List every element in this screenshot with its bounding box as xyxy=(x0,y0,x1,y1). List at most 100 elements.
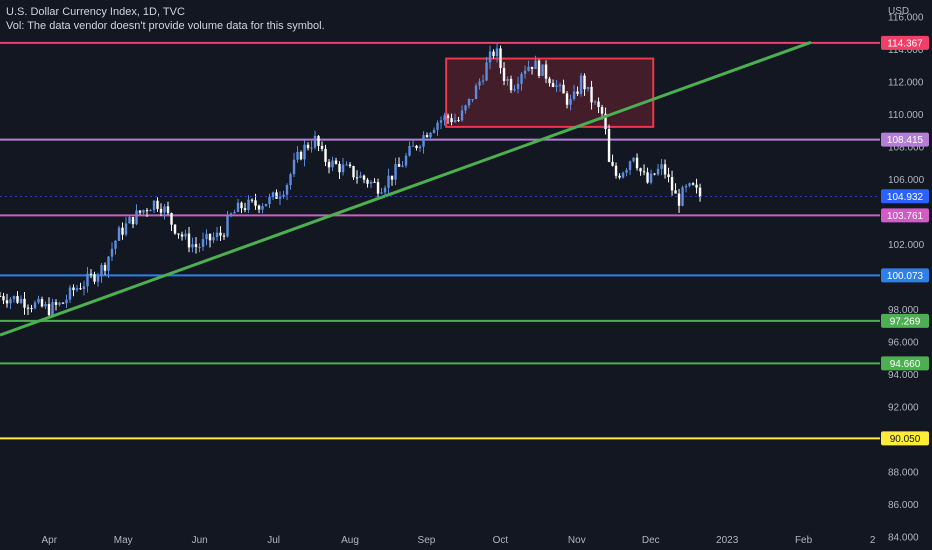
candle-body xyxy=(499,48,502,68)
candle-body xyxy=(530,66,534,69)
price-tick-label: 114.000 xyxy=(888,45,924,56)
candle-body xyxy=(523,70,527,74)
candle-body xyxy=(695,184,698,188)
candle-body xyxy=(460,110,464,121)
candle-body xyxy=(415,145,418,149)
candle-body xyxy=(33,302,37,309)
candle-body xyxy=(411,145,415,147)
time-axis[interactable]: Apr May Jun Jul Aug Sep Oct Nov Dec 2023 Feb 2 xyxy=(42,535,876,546)
price-tag xyxy=(881,268,929,283)
time-tick-label: Jun xyxy=(192,535,208,546)
trendline xyxy=(0,40,812,337)
candle-body xyxy=(513,88,516,91)
candle-body xyxy=(586,86,590,90)
candle-body xyxy=(614,165,618,176)
price-tick-label: 102.000 xyxy=(888,240,925,251)
candle-body xyxy=(593,101,597,103)
candle-body xyxy=(219,232,222,236)
candle-body xyxy=(334,160,338,164)
candle-body xyxy=(698,187,702,197)
candle-body xyxy=(677,193,681,206)
candle-body xyxy=(72,287,75,291)
candle-body xyxy=(653,173,656,175)
candle-body xyxy=(674,190,677,194)
candle-body xyxy=(243,208,247,211)
candle-body xyxy=(96,275,100,282)
candle-body xyxy=(488,51,492,63)
candle-body xyxy=(282,194,285,197)
price-tick-label: 110.000 xyxy=(888,110,924,121)
candle-body xyxy=(310,147,313,149)
price-tick-label: 86.000 xyxy=(888,500,919,511)
candle-body xyxy=(649,173,653,183)
candle-body xyxy=(54,302,58,305)
trendline-group xyxy=(0,40,812,337)
candle-body xyxy=(65,299,68,304)
candle-body xyxy=(495,48,499,57)
candle-body xyxy=(485,62,488,81)
candle-body xyxy=(383,187,387,193)
candle-body xyxy=(86,273,89,287)
candle-body xyxy=(471,98,474,100)
candle-body xyxy=(548,78,551,84)
range-box xyxy=(445,57,655,128)
price-tick-label: 88.000 xyxy=(888,468,919,479)
candle-body xyxy=(236,202,240,212)
candle-body xyxy=(79,288,82,290)
candle-body xyxy=(583,75,586,90)
candle-body xyxy=(565,93,569,105)
range-box-rect xyxy=(445,57,655,128)
candle-body xyxy=(40,299,44,307)
candle-body xyxy=(149,210,152,212)
symbol-title[interactable]: U.S. Dollar Currency Index, 1D, TVC xyxy=(6,6,185,18)
time-tick-label: Feb xyxy=(795,535,813,546)
price-tag xyxy=(881,431,929,446)
candle-body xyxy=(464,105,467,111)
candle-body xyxy=(376,182,380,194)
price-tag xyxy=(881,132,929,147)
candle-body xyxy=(345,164,348,166)
candle-body xyxy=(607,129,611,162)
candle-body xyxy=(320,145,324,149)
candle-body xyxy=(254,200,257,206)
candle-body xyxy=(187,233,191,248)
candle-body xyxy=(117,227,121,241)
time-tick-label: Jul xyxy=(267,535,280,546)
volume-note: Vol: The data vendor doesn't provide vol… xyxy=(6,20,325,32)
candle-body xyxy=(268,196,271,204)
candle-body xyxy=(19,298,23,303)
candle-body xyxy=(425,135,429,138)
candle-body xyxy=(544,64,548,79)
candle-body xyxy=(366,179,369,184)
candle-body xyxy=(324,148,327,162)
candle-body xyxy=(26,307,30,309)
price-tick-label: 92.000 xyxy=(888,403,919,414)
candle-body xyxy=(541,64,544,76)
candle-body xyxy=(611,161,614,166)
candle-body xyxy=(362,175,366,180)
candle-body xyxy=(184,233,187,237)
candle-body xyxy=(670,177,674,191)
price-tag-label: 114.367 xyxy=(887,38,923,49)
candle-body xyxy=(467,98,471,106)
candle-body xyxy=(604,113,607,130)
time-tick-label: May xyxy=(114,535,133,546)
time-tick-label: Sep xyxy=(418,535,436,546)
candle-body xyxy=(632,157,635,162)
candle-body xyxy=(646,172,649,183)
candle-body xyxy=(299,151,303,160)
candle-body xyxy=(443,115,446,121)
candle-body xyxy=(341,164,345,173)
candle-body xyxy=(44,304,47,307)
price-tag-label: 103.761 xyxy=(887,211,924,222)
candle-body xyxy=(23,298,26,308)
candle-body xyxy=(131,217,135,225)
candle-body xyxy=(271,192,275,197)
candle-body xyxy=(289,174,292,186)
candle-body xyxy=(390,175,394,180)
candle-body xyxy=(296,151,299,160)
candle-body xyxy=(380,192,383,194)
currency-label: USD xyxy=(888,6,909,17)
candle-body xyxy=(82,286,86,290)
